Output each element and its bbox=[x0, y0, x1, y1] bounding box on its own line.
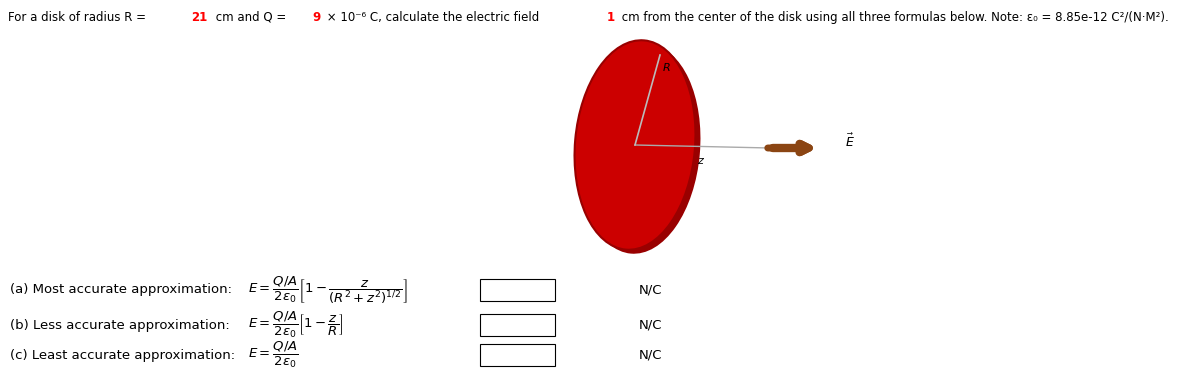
Text: For a disk of radius R =: For a disk of radius R = bbox=[8, 11, 150, 24]
Text: N/C: N/C bbox=[640, 283, 662, 296]
Text: N/C: N/C bbox=[640, 319, 662, 332]
Text: × 10⁻⁶ C, calculate the electric field: × 10⁻⁶ C, calculate the electric field bbox=[323, 11, 544, 24]
Text: 1: 1 bbox=[607, 11, 616, 24]
Ellipse shape bbox=[580, 44, 701, 254]
Text: $\vec{E}$: $\vec{E}$ bbox=[845, 133, 854, 150]
Text: (a) Most accurate approximation:: (a) Most accurate approximation: bbox=[10, 283, 232, 296]
FancyBboxPatch shape bbox=[480, 344, 554, 366]
Text: 21: 21 bbox=[191, 11, 208, 24]
Text: $E = \dfrac{Q/A}{2\varepsilon_0}$: $E = \dfrac{Q/A}{2\varepsilon_0}$ bbox=[248, 340, 299, 370]
Text: $E = \dfrac{Q/A}{2\varepsilon_0}\left[1 - \dfrac{z}{R}\right]$: $E = \dfrac{Q/A}{2\varepsilon_0}\left[1 … bbox=[248, 310, 344, 340]
FancyBboxPatch shape bbox=[480, 279, 554, 301]
Text: z: z bbox=[697, 156, 703, 166]
Ellipse shape bbox=[575, 40, 696, 250]
Text: $E = \dfrac{Q/A}{2\varepsilon_0}\left[1 - \dfrac{z}{(R^2 + z^2)^{1/2}}\right]$: $E = \dfrac{Q/A}{2\varepsilon_0}\left[1 … bbox=[248, 274, 408, 306]
Text: cm from the center of the disk using all three formulas below. Note: ε₀ = 8.85e-: cm from the center of the disk using all… bbox=[618, 11, 1169, 24]
Text: N/C: N/C bbox=[640, 348, 662, 361]
FancyBboxPatch shape bbox=[480, 314, 554, 336]
Text: (c) Least accurate approximation:: (c) Least accurate approximation: bbox=[10, 348, 235, 361]
Text: (b) Less accurate approximation:: (b) Less accurate approximation: bbox=[10, 319, 229, 332]
Text: 9: 9 bbox=[312, 11, 320, 24]
Text: cm and Q =: cm and Q = bbox=[212, 11, 290, 24]
FancyArrowPatch shape bbox=[773, 144, 808, 152]
Text: R: R bbox=[662, 63, 671, 73]
